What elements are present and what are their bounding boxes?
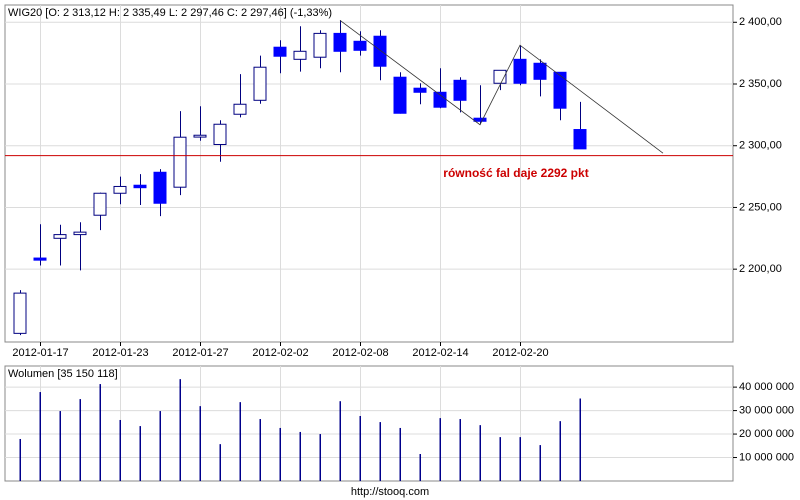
bar — [459, 419, 461, 481]
x-tick-label: 2012-02-20 — [492, 347, 548, 359]
candle-body — [153, 171, 167, 204]
annotation: równość fal daje 2292 pkt — [443, 166, 588, 180]
bar — [39, 392, 41, 481]
bar — [139, 426, 141, 481]
candle-body — [413, 87, 427, 93]
candle-body — [273, 46, 287, 57]
x-tick-label: 2012-02-02 — [252, 347, 308, 359]
x-tick-label: 2012-02-08 — [332, 347, 388, 359]
candle-body — [173, 136, 187, 188]
candle-body — [13, 292, 27, 334]
bar — [159, 411, 161, 481]
bar — [259, 419, 261, 481]
candle-body — [453, 79, 467, 101]
y-tick-label: 2 200,00 — [739, 263, 782, 275]
panel — [4, 4, 734, 343]
bar — [479, 425, 481, 481]
bar — [539, 445, 541, 481]
y-tick-label: 2 250,00 — [739, 201, 782, 213]
candle-body — [313, 32, 327, 58]
candle-body — [233, 103, 247, 115]
bar — [439, 418, 441, 481]
bar — [199, 406, 201, 481]
candle-body — [393, 76, 407, 114]
bar — [519, 437, 521, 481]
bar — [219, 444, 221, 481]
bar — [499, 437, 501, 481]
y-tick-label: 20 000 000 — [739, 428, 794, 440]
bar — [19, 438, 21, 481]
footer: http://stooq.com — [351, 486, 429, 498]
candle-body — [133, 184, 147, 189]
bar — [239, 402, 241, 481]
y-tick-label: 10 000 000 — [739, 451, 794, 463]
bar — [579, 398, 581, 481]
candle-body — [213, 123, 227, 145]
bar — [319, 434, 321, 481]
bar — [99, 384, 101, 481]
candle-body — [333, 32, 347, 52]
candle-body — [193, 134, 207, 138]
candle-body — [553, 71, 567, 109]
y-tick-label: 40 000 000 — [739, 381, 794, 393]
x-tick-label: 2012-02-14 — [412, 347, 468, 359]
candle-body — [513, 58, 527, 84]
bar — [419, 454, 421, 481]
bar — [379, 422, 381, 481]
candle-body — [473, 117, 487, 122]
bar — [299, 431, 301, 481]
bar — [119, 419, 121, 481]
bar — [59, 411, 61, 481]
candle-body — [573, 129, 587, 150]
candle-body — [73, 231, 87, 236]
panel — [4, 365, 734, 482]
bar — [179, 379, 181, 481]
y-tick-label: 2 350,00 — [739, 78, 782, 90]
x-tick-label: 2012-01-27 — [172, 347, 228, 359]
panel-title: WIG20 [O: 2 313,12 H: 2 335,49 L: 2 297,… — [8, 7, 332, 19]
candle-body — [493, 69, 507, 84]
bar — [359, 415, 361, 481]
x-tick-label: 2012-01-17 — [12, 347, 68, 359]
candle-body — [293, 50, 307, 60]
candle-body — [53, 234, 67, 239]
bar — [279, 427, 281, 481]
candle-body — [533, 62, 547, 80]
panel-title: Wolumen [35 150 118] — [8, 368, 118, 380]
bar — [559, 421, 561, 481]
y-tick-label: 2 400,00 — [739, 16, 782, 28]
candle-body — [113, 185, 127, 194]
y-tick-label: 30 000 000 — [739, 404, 794, 416]
x-tick-label: 2012-01-23 — [92, 347, 148, 359]
bar — [339, 401, 341, 481]
trend-line — [339, 19, 664, 154]
candle-body — [33, 257, 47, 261]
bar — [79, 399, 81, 481]
y-tick-label: 2 300,00 — [739, 140, 782, 152]
candle-body — [93, 192, 107, 216]
candle-body — [353, 40, 367, 51]
bar — [399, 427, 401, 481]
candle-body — [373, 35, 387, 67]
candle-body — [253, 66, 267, 101]
